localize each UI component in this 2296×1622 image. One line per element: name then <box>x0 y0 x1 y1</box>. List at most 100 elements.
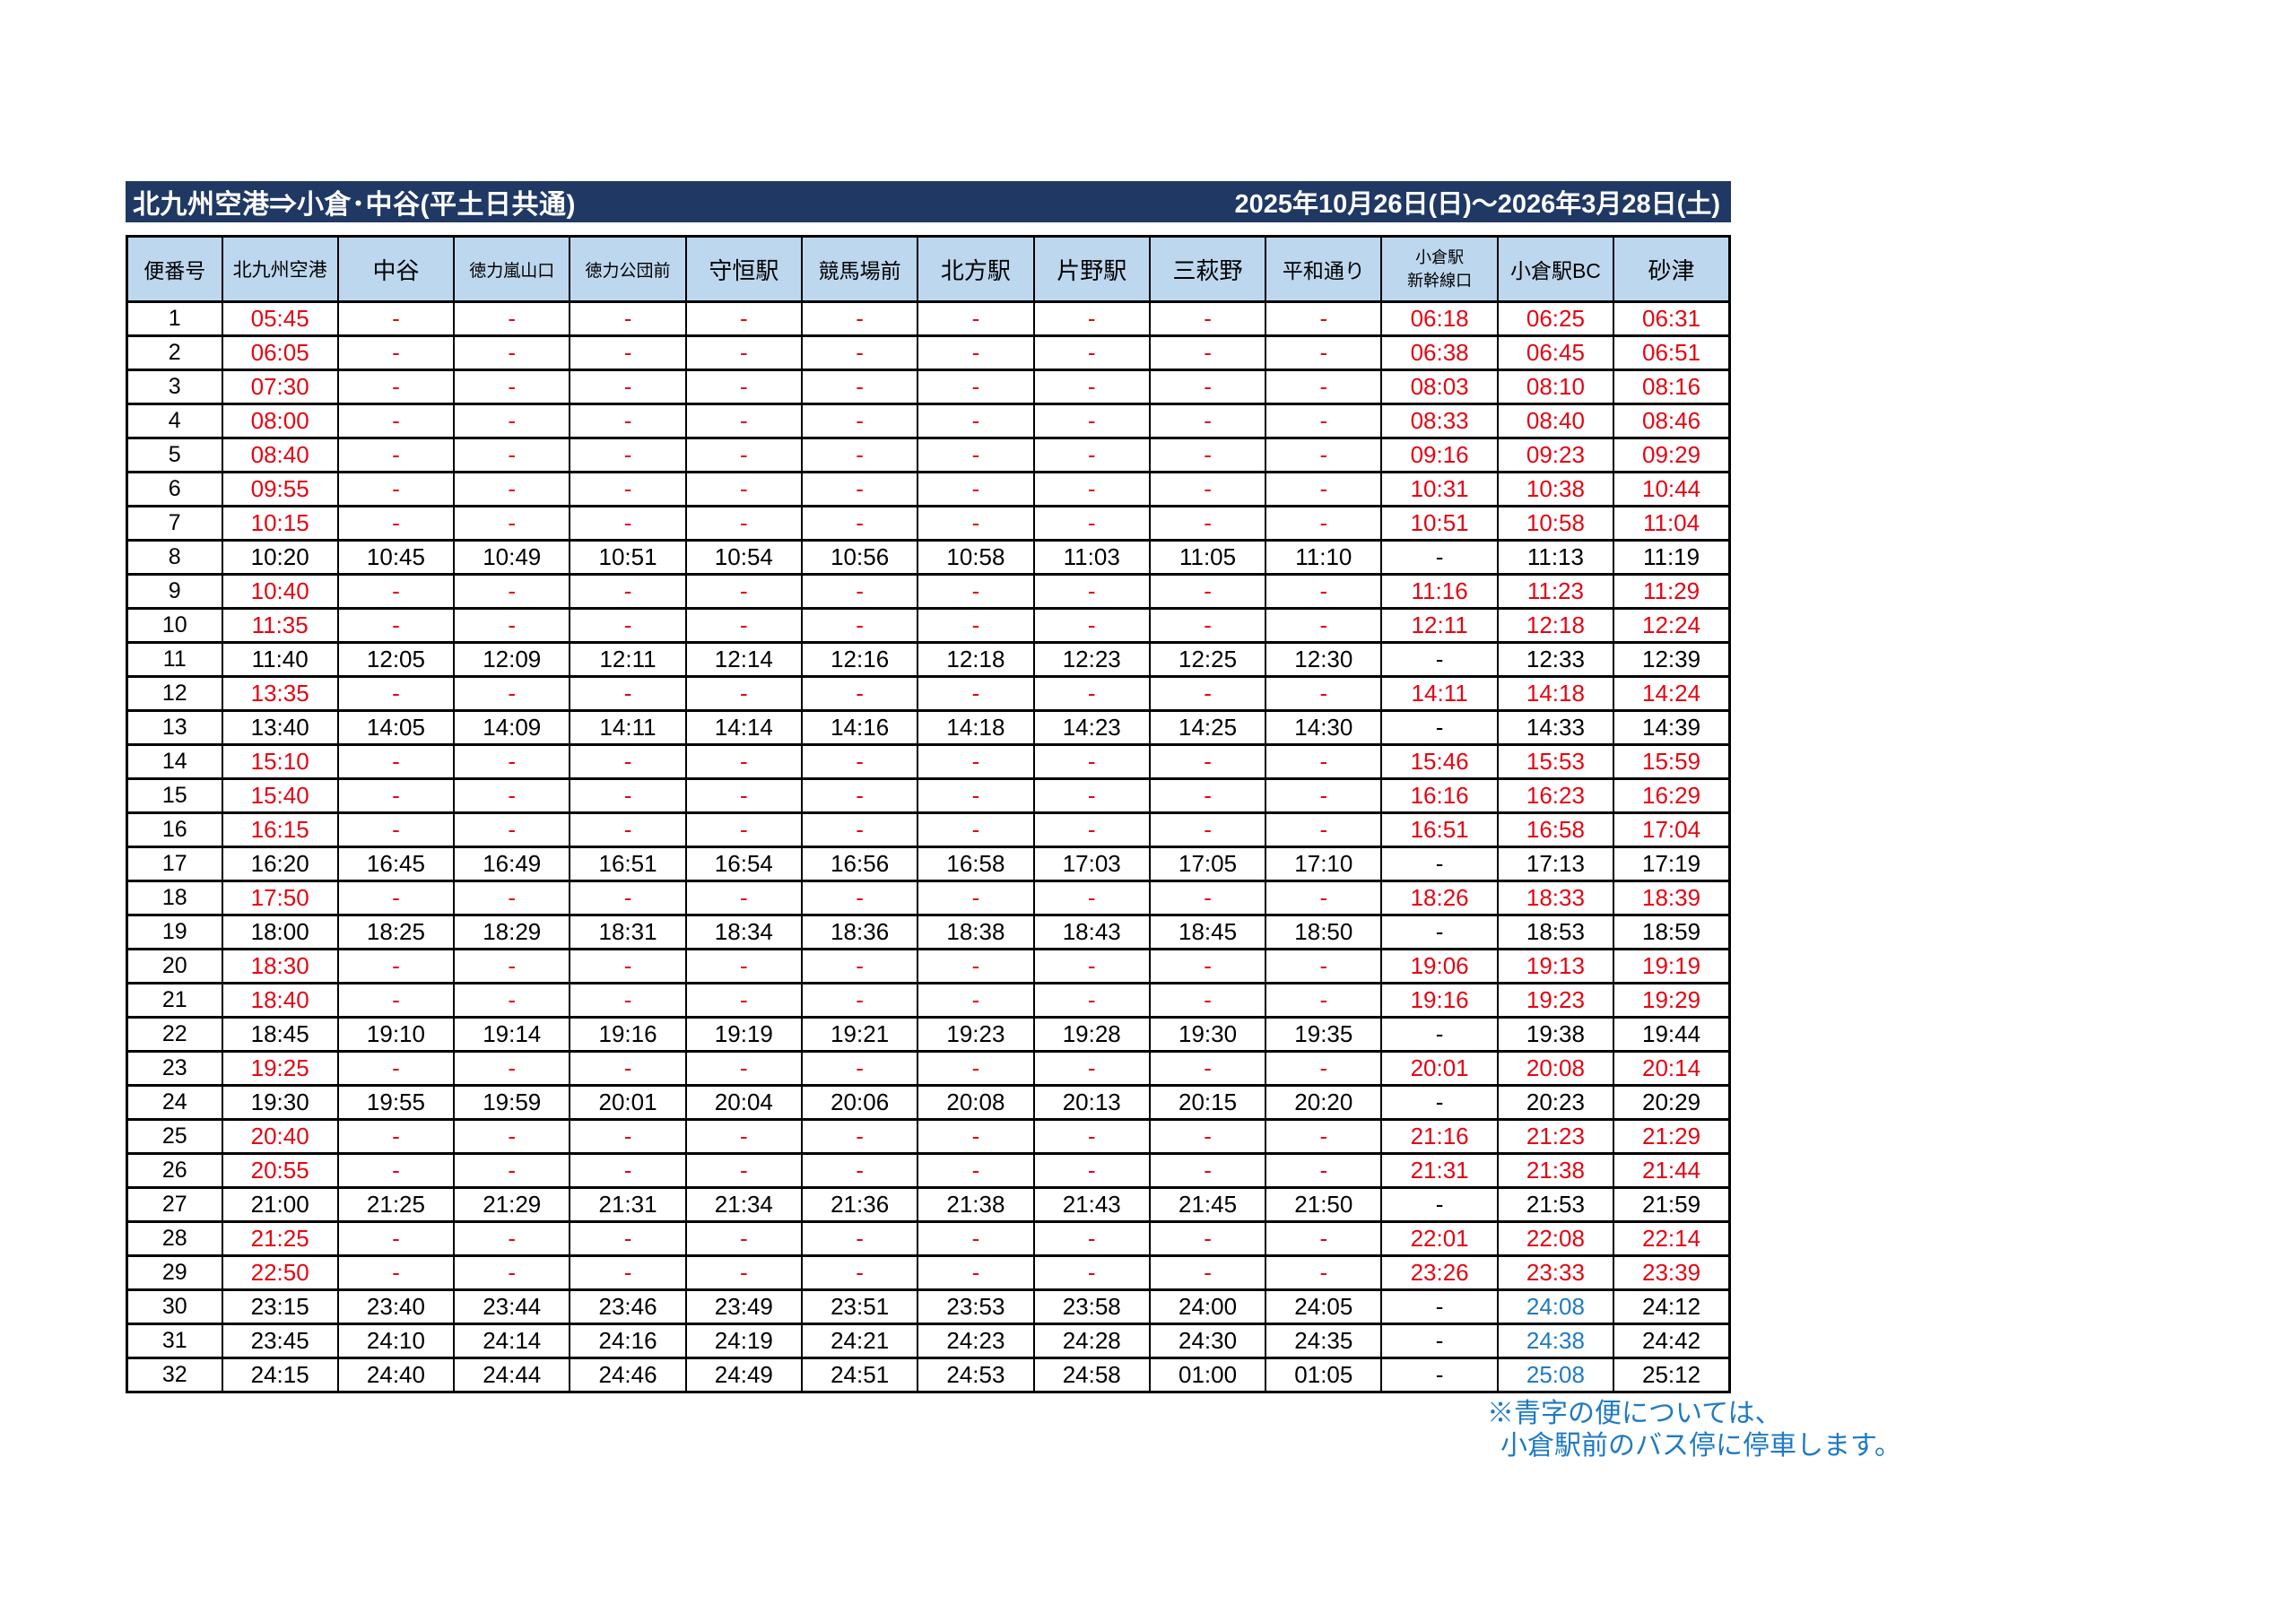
service-number-cell: 13 <box>126 709 223 746</box>
time-cell: - <box>800 369 919 405</box>
title-bar: 北九州空港⇒小倉･中谷(平土日共通) 2025年10月26日(日)～2026年3… <box>126 181 1731 222</box>
time-cell: 15:10 <box>221 743 339 780</box>
service-number-cell: 29 <box>126 1254 223 1291</box>
time-cell: 18:36 <box>800 914 919 950</box>
time-cell: 08:40 <box>221 437 339 473</box>
time-cell: 11:10 <box>1265 539 1383 576</box>
time-cell: 10:54 <box>684 539 803 576</box>
time-cell: - <box>569 675 687 712</box>
time-cell: 07:30 <box>221 369 339 405</box>
time-cell: - <box>1032 811 1151 848</box>
time-cell: 13:35 <box>221 675 339 712</box>
column-header-13: 砂津 <box>1613 235 1731 303</box>
time-cell: 23:51 <box>800 1288 919 1325</box>
time-cell: - <box>453 607 571 644</box>
time-cell: - <box>453 982 571 1019</box>
time-cell: - <box>453 777 571 814</box>
time-cell: - <box>1380 1323 1499 1359</box>
column-header-12: 小倉駅BC <box>1496 235 1615 303</box>
timetable-row-18: 18 17:50- - - - - - - - -18:26 18:33 18:39 <box>126 880 1731 916</box>
footnote: ※青字の便については、 小倉駅前のバス停に停車します。 <box>1487 1398 1901 1462</box>
time-cell: - <box>1265 880 1383 916</box>
time-cell: 24:58 <box>1032 1357 1151 1393</box>
time-cell: 18:45 <box>1148 914 1267 950</box>
time-cell: 12:18 <box>1496 607 1615 644</box>
time-cell: 19:35 <box>1265 1016 1383 1053</box>
time-cell: 19:06 <box>1380 948 1499 984</box>
column-header-1: 北九州空港 <box>221 235 339 303</box>
time-cell: - <box>569 403 687 439</box>
time-cell: 10:44 <box>1613 471 1731 507</box>
time-cell: - <box>336 743 456 780</box>
time-cell: 18:30 <box>221 948 339 984</box>
time-cell: 10:51 <box>1380 505 1499 542</box>
time-cell: - <box>1032 1220 1151 1257</box>
time-cell: - <box>453 811 571 848</box>
time-cell: 14:25 <box>1148 709 1267 746</box>
time-cell: 24:14 <box>453 1323 571 1359</box>
time-cell: - <box>684 471 803 507</box>
time-cell: - <box>1265 1050 1383 1087</box>
time-cell: 10:31 <box>1380 471 1499 507</box>
time-cell: - <box>1148 471 1267 507</box>
time-cell: 08:40 <box>1496 403 1615 439</box>
time-cell: 08:33 <box>1380 403 1499 439</box>
time-cell: 08:10 <box>1496 369 1615 405</box>
time-cell: 08:46 <box>1613 403 1731 439</box>
time-cell: - <box>1032 471 1151 507</box>
time-cell: 06:51 <box>1613 334 1731 371</box>
time-cell: 14:24 <box>1613 675 1731 712</box>
time-cell: 21:25 <box>336 1186 456 1223</box>
time-cell: - <box>453 403 571 439</box>
time-cell: - <box>1032 1254 1151 1291</box>
time-cell: 10:49 <box>453 539 571 576</box>
time-cell: - <box>569 505 687 542</box>
time-cell: - <box>1148 369 1267 405</box>
time-cell: 14:09 <box>453 709 571 746</box>
time-cell: 10:20 <box>221 539 339 576</box>
column-header-0: 便番号 <box>126 235 223 303</box>
time-cell: - <box>684 1220 803 1257</box>
time-cell: 20:14 <box>1613 1050 1731 1087</box>
time-cell: - <box>917 811 1035 848</box>
time-cell: - <box>1148 607 1267 644</box>
time-cell: - <box>1148 1118 1267 1155</box>
time-cell: - <box>800 334 919 371</box>
time-cell: 18:00 <box>221 914 339 950</box>
time-cell: 20:08 <box>917 1084 1035 1121</box>
timetable-row-5: 5 08:40- - - - - - - - -09:16 09:23 09:29 <box>126 437 1731 473</box>
time-cell: 12:33 <box>1496 641 1615 678</box>
time-cell: - <box>1380 846 1499 882</box>
time-cell: 06:18 <box>1380 300 1499 337</box>
time-cell: 19:21 <box>800 1016 919 1053</box>
timetable-row-1: 1 05:45- - - - - - - - -06:18 06:25 06:31 <box>126 300 1731 337</box>
time-cell: 10:40 <box>221 573 339 610</box>
time-cell: - <box>800 471 919 507</box>
time-cell: 18:43 <box>1032 914 1151 950</box>
time-cell: - <box>1032 1152 1151 1189</box>
time-cell: 20:08 <box>1496 1050 1615 1087</box>
time-cell: 21:00 <box>221 1186 339 1223</box>
time-cell: - <box>684 437 803 473</box>
time-cell: 20:23 <box>1496 1084 1615 1121</box>
time-cell: 22:50 <box>221 1254 339 1291</box>
time-cell: 24:16 <box>569 1323 687 1359</box>
service-number-cell: 8 <box>126 539 223 576</box>
timetable-row-9: 9 10:40- - - - - - - - -11:16 11:23 11:29 <box>126 573 1731 610</box>
time-cell: 16:49 <box>453 846 571 882</box>
time-cell: - <box>1148 1152 1267 1189</box>
time-cell: 12:14 <box>684 641 803 678</box>
service-number-cell: 17 <box>126 846 223 882</box>
time-cell: - <box>336 471 456 507</box>
time-cell: 17:04 <box>1613 811 1731 848</box>
time-cell: - <box>569 1254 687 1291</box>
time-cell: - <box>453 573 571 610</box>
timetable-row-17: 17 16:20 16:45 16:49 16:51 16:54 16:56 16:58 17:… <box>126 846 1731 882</box>
time-cell: 18:50 <box>1265 914 1383 950</box>
time-cell: - <box>917 1254 1035 1291</box>
service-number-cell: 31 <box>126 1323 223 1359</box>
time-cell: 12:23 <box>1032 641 1151 678</box>
time-cell: 16:45 <box>336 846 456 882</box>
time-cell: 11:40 <box>221 641 339 678</box>
time-cell: 24:08 <box>1496 1288 1615 1325</box>
